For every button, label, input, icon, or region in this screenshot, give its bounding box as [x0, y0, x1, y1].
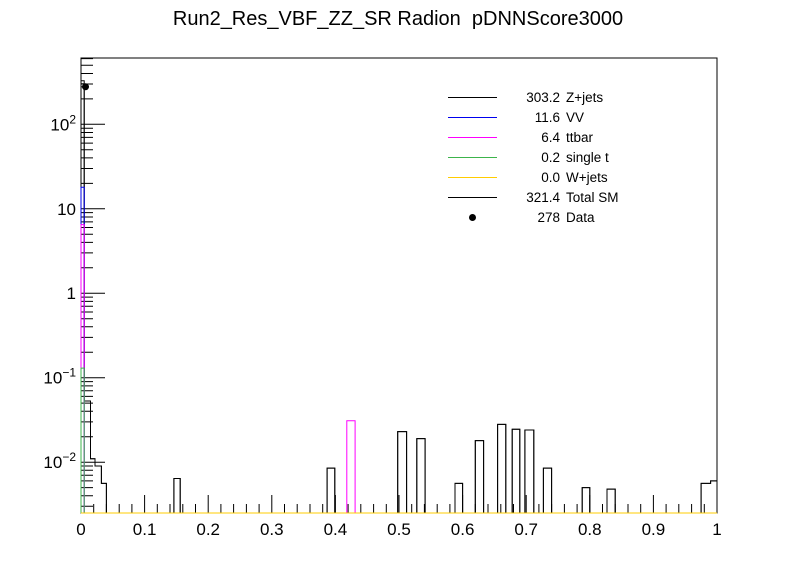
x-axis-tick-label: 0	[76, 520, 85, 539]
x-axis-major-ticks	[80, 495, 718, 513]
y-axis-tick-label: 10−1	[43, 366, 76, 388]
x-axis-tick-label: 1	[712, 520, 721, 539]
legend-entry-w-jets: 0.0 W+jets	[440, 167, 619, 187]
x-axis-tick-label: 0.3	[260, 520, 284, 539]
legend-sample	[440, 136, 497, 138]
histogram-vv	[80, 186, 717, 514]
legend-yield-value: 321.4	[526, 189, 560, 205]
y-axis-tick-label: 102	[50, 112, 76, 134]
histogram-single-t	[80, 367, 717, 514]
legend-entry-total-sm: 321.4 Total SM	[440, 187, 619, 207]
x-axis-tick-label: 0.4	[324, 520, 348, 539]
legend-label: Data	[566, 209, 595, 225]
legend-yield-value: 0.2	[541, 149, 560, 165]
y-axis-minor-ticks	[81, 58, 93, 507]
legend-yield-value: 0.0	[541, 169, 560, 185]
x-axis-tick-label: 0.6	[451, 520, 475, 539]
legend-entry-z-jets: 303.2 Z+jets	[440, 87, 619, 107]
legend-line-icon	[448, 136, 497, 138]
legend-line-icon	[448, 196, 497, 198]
legend-entry-ttbar: 6.4 ttbar	[440, 127, 619, 147]
legend-line-icon	[448, 116, 497, 118]
legend-entry-data: 278 Data	[440, 207, 619, 227]
legend-line-icon	[448, 176, 497, 178]
x-axis-tick-label: 0.1	[133, 520, 157, 539]
legend-label: ttbar	[566, 129, 594, 145]
plot-title: Run2_Res_VBF_ZZ_SR Radion pDNNScore3000	[172, 8, 624, 30]
y-axis-tick-label: 10	[57, 200, 76, 219]
x-axis-tick-label: 0.7	[514, 520, 538, 539]
legend-label: Z+jets	[566, 89, 604, 105]
legend-sample	[440, 213, 497, 221]
y-axis-tick-label: 10−2	[43, 450, 76, 472]
y-axis-major-ticks	[81, 123, 105, 463]
legend-yield-value: 6.4	[541, 129, 560, 145]
legend-yield-value: 278	[537, 209, 560, 225]
x-axis-minor-ticks	[93, 504, 705, 513]
y-axis-tick-label: 1	[67, 284, 76, 303]
histogram-ttbar	[80, 224, 717, 514]
legend-yield-value: 11.6	[534, 109, 560, 125]
legend-data-marker-icon	[469, 213, 476, 221]
legend-entry-single-t: 0.2 single t	[440, 147, 619, 167]
histogram-total-sm	[80, 80, 718, 514]
x-axis-tick-label: 0.5	[387, 520, 411, 539]
legend-line-icon	[448, 96, 497, 98]
legend-entry-vv: 11.6 VV	[440, 107, 619, 127]
legend-sample	[440, 196, 497, 198]
legend-yield-value: 303.2	[526, 89, 560, 105]
legend-label: Total SM	[566, 189, 619, 205]
legend-sample	[440, 96, 497, 98]
x-axis-tick-label: 0.2	[196, 520, 220, 539]
histogram-z-jets	[80, 83, 718, 514]
legend-sample	[440, 176, 497, 178]
data-marker	[82, 83, 89, 91]
legend-sample	[440, 156, 497, 158]
legend-label: W+jets	[566, 169, 608, 185]
legend-line-icon	[448, 156, 497, 158]
legend-sample	[440, 116, 497, 118]
x-axis-tick-label: 0.9	[642, 520, 666, 539]
plot-frame	[80, 57, 718, 514]
legend: 303.2 Z+jets 11.6 VV 6.4 ttbar 0.2 single t 0.0 W…	[440, 87, 619, 227]
legend-label: single t	[566, 149, 609, 165]
legend-label: VV	[566, 109, 585, 125]
x-axis-tick-label: 0.8	[578, 520, 602, 539]
